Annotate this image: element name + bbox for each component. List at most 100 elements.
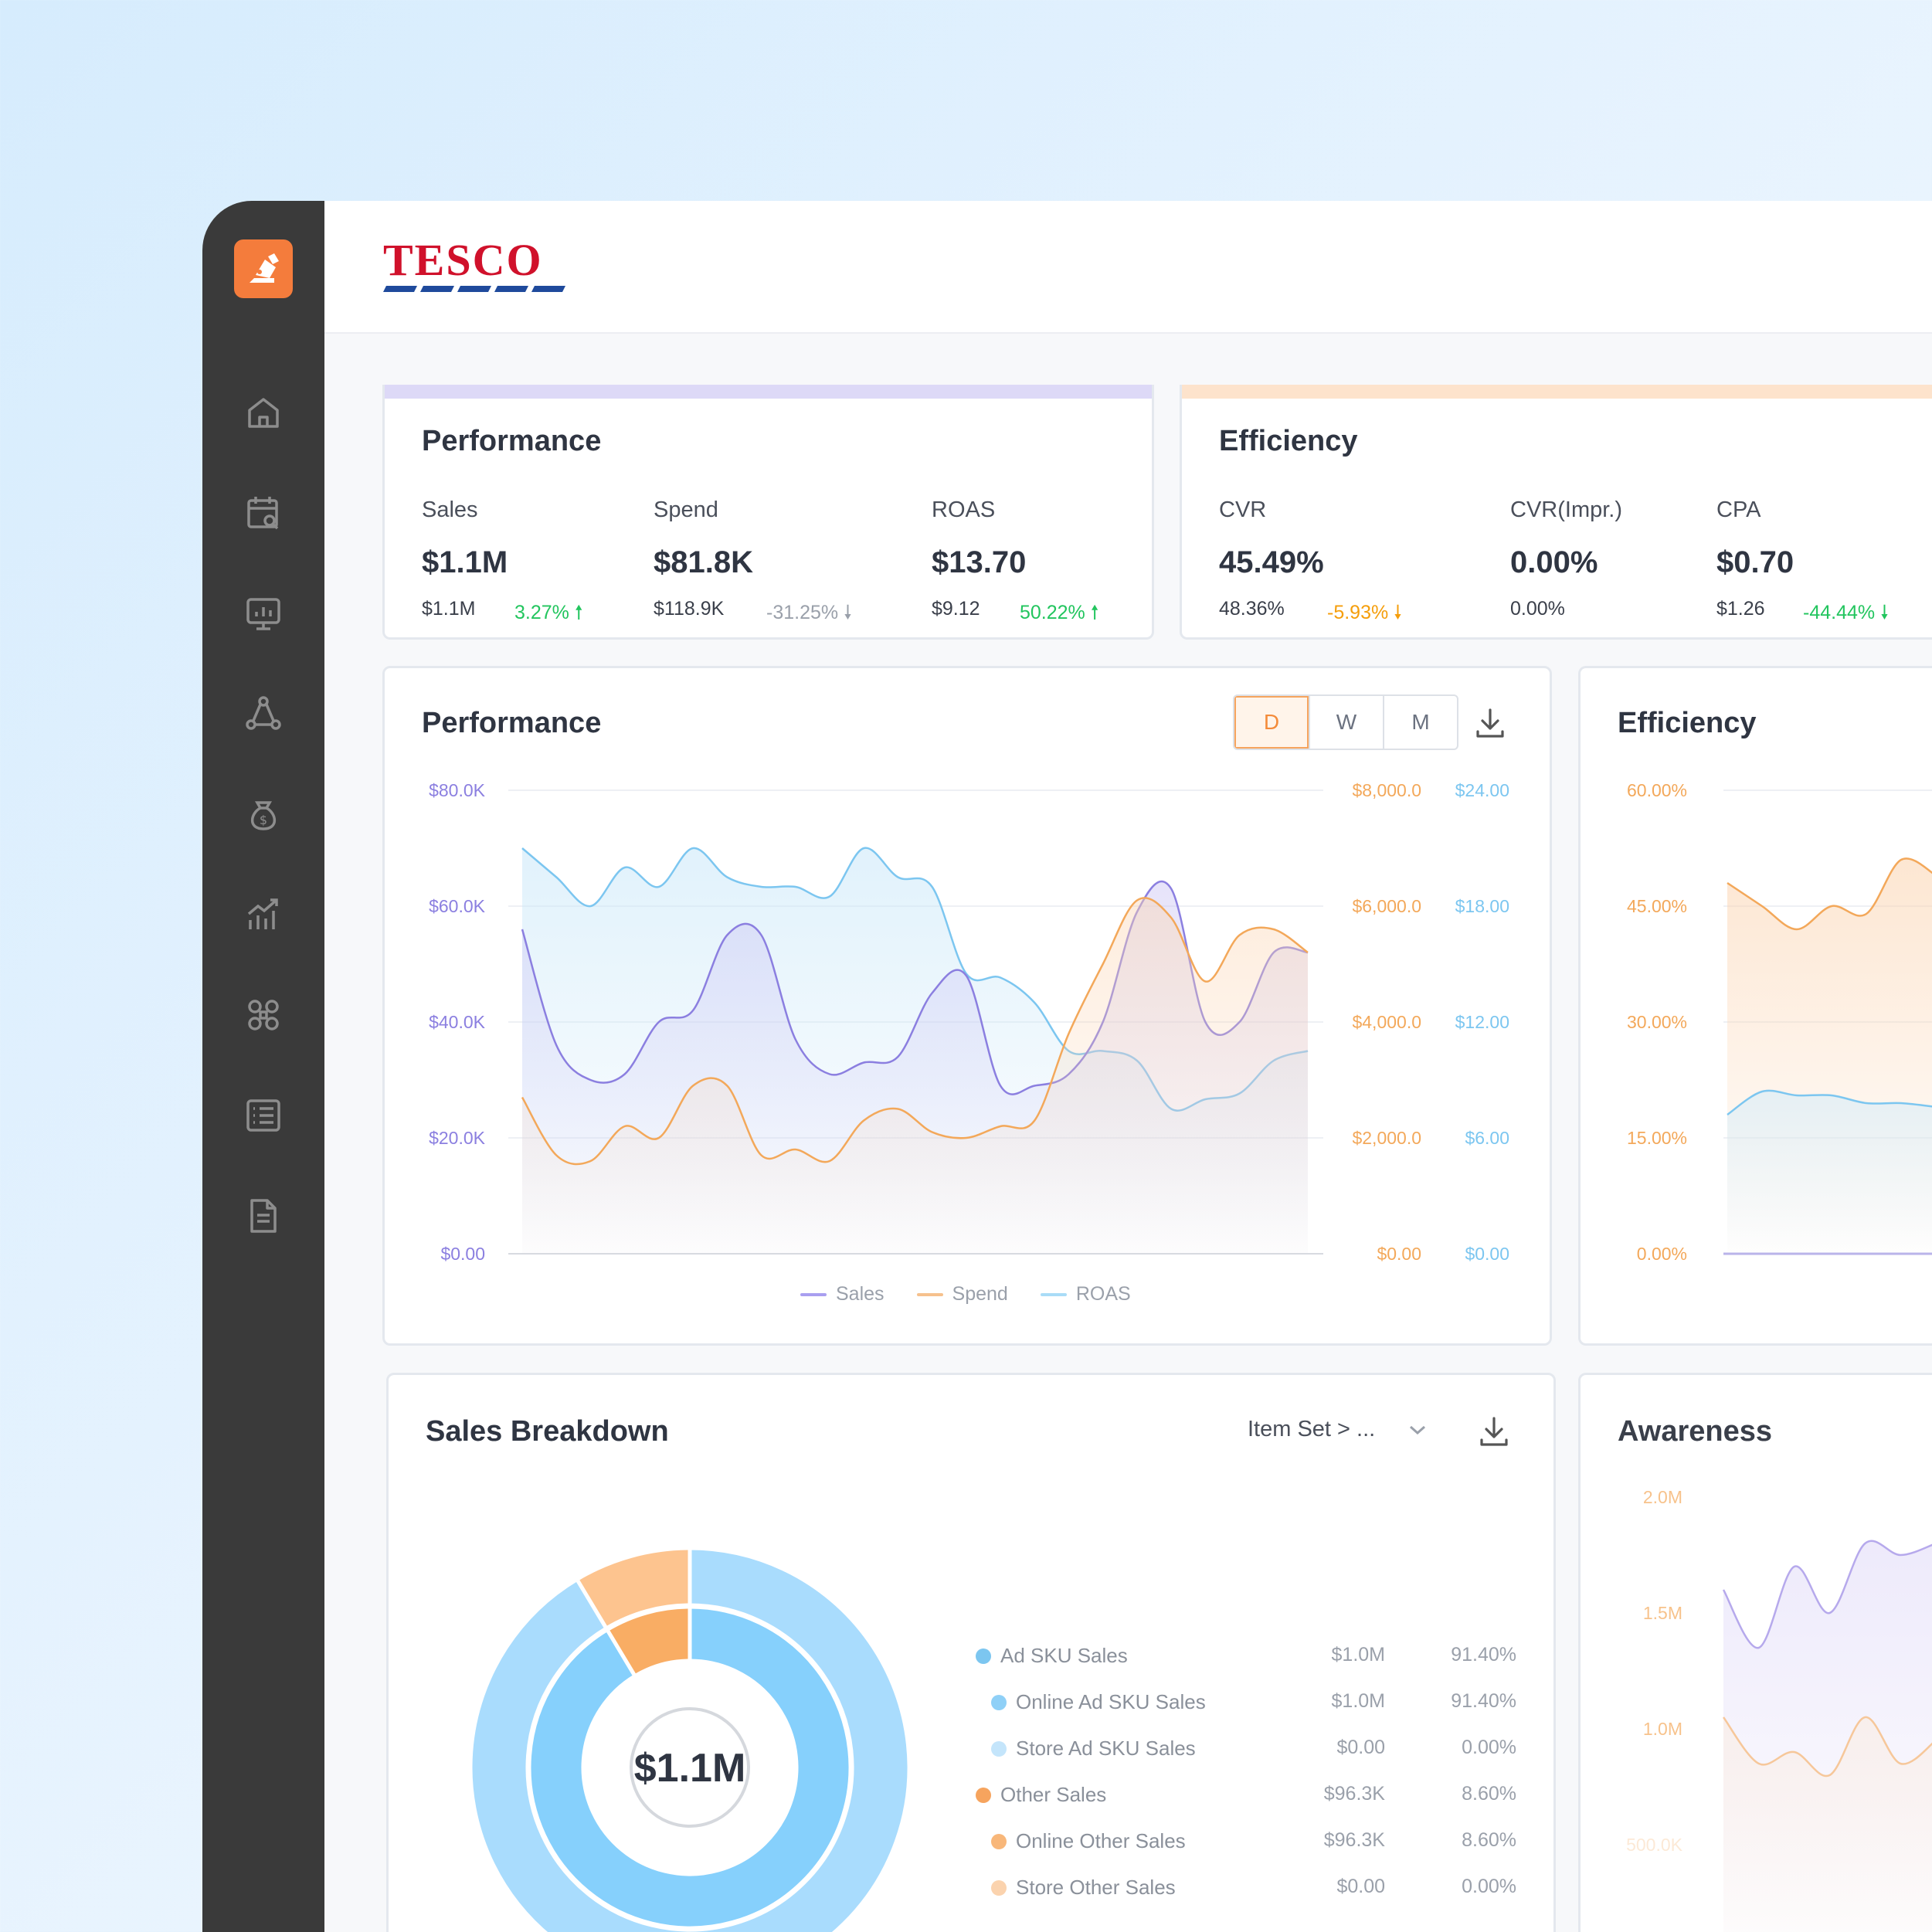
legend-sales-swatch — [800, 1292, 827, 1296]
download-icon[interactable] — [1471, 704, 1509, 742]
sales-line — [521, 880, 1309, 1095]
kpi-cvr-impr-value: 0.00% — [1510, 545, 1598, 579]
top-bar: TESCO — [324, 201, 1932, 334]
breakdown-row-value: $96.3K — [1323, 1829, 1385, 1851]
legend-roas-swatch — [1040, 1292, 1067, 1296]
y-right2-tick: $12.00 — [1455, 1012, 1509, 1032]
svg-text:TESCO: TESCO — [383, 235, 543, 285]
breakdown-row-label[interactable]: Online Ad SKU Sales — [1016, 1690, 1206, 1713]
legend-dot — [991, 1834, 1007, 1849]
inner-slice-1[interactable] — [604, 1604, 692, 1679]
breakdown-row-label[interactable]: Ad SKU Sales — [1000, 1644, 1128, 1667]
kpi-cvr-impr-label: CVR(Impr.) — [1510, 497, 1622, 522]
y-left-tick: $40.0K — [429, 1012, 486, 1032]
breakdown-row-percent: 0.00% — [1462, 1876, 1516, 1897]
inner-slice-0[interactable] — [527, 1604, 853, 1930]
cvr-impr-area — [1727, 1090, 1932, 1254]
granularity-day-button[interactable]: D — [1234, 696, 1309, 749]
donut-center-value: $1.1M — [634, 1746, 746, 1791]
legend-dot — [991, 1880, 1007, 1896]
y-right1-tick: $6,000.0 — [1352, 896, 1421, 916]
kpi-roas-delta: 50.22% 🠕 — [1020, 602, 1099, 623]
monitor-chart-icon[interactable] — [241, 591, 286, 636]
growth-chart-icon[interactable] — [241, 892, 286, 937]
breakdown-row-label[interactable]: Online Other Sales — [1016, 1829, 1186, 1852]
y-right1-tick: $8,000.0 — [1352, 780, 1421, 800]
legend-dot — [991, 1741, 1007, 1757]
kpi-cvr-prev: 48.36% — [1219, 598, 1285, 620]
granularity-month-button[interactable]: M — [1383, 696, 1457, 749]
kpi-sales-prev: $1.1M — [422, 598, 476, 620]
money-bag-icon[interactable]: $ — [241, 792, 286, 837]
eff-y-tick: 15.00% — [1627, 1128, 1687, 1148]
item-set-dropdown-label: Item Set > ... — [1248, 1417, 1376, 1441]
breakdown-row-value: $96.3K — [1323, 1783, 1385, 1805]
kpi-performance-title: Performance — [422, 425, 602, 457]
awareness-a-line — [1722, 1540, 1932, 1649]
kpi-performance-card: Performance Sales $1.1M $1.1M 3.27% 🠕 Sp… — [382, 385, 1154, 640]
download-icon[interactable] — [1475, 1412, 1513, 1451]
breakdown-row-value: $0.00 — [1336, 1737, 1385, 1758]
list-icon[interactable] — [241, 1093, 286, 1138]
donut-center — [630, 1707, 750, 1828]
app-logo-icon[interactable] — [234, 239, 293, 298]
network-icon[interactable] — [241, 691, 286, 736]
awareness-chart-title: Awareness — [1618, 1415, 1772, 1448]
kpi-cpa-delta: -44.44% 🠗 — [1803, 602, 1889, 623]
breakdown-row-percent: 8.60% — [1462, 1783, 1516, 1805]
eff-y-tick: 60.00% — [1627, 780, 1687, 800]
kpi-spend-label: Spend — [654, 497, 718, 522]
kpi-sales-value: $1.1M — [422, 545, 508, 579]
awareness-b-area — [1723, 1716, 1932, 1932]
efficiency-chart-title: Efficiency — [1618, 707, 1757, 739]
home-icon[interactable] — [241, 390, 286, 435]
document-icon[interactable] — [241, 1193, 286, 1238]
spend-line — [521, 897, 1309, 1166]
granularity-toggle: D W M — [1233, 694, 1458, 750]
arrow-down-icon: 🠗 — [844, 602, 852, 623]
legend-dot — [976, 1788, 991, 1803]
y-left-tick: $20.0K — [429, 1128, 486, 1148]
awareness-b-line — [1722, 1716, 1932, 1778]
y-right2-tick: $18.00 — [1455, 896, 1509, 916]
y-right1-tick: $0.00 — [1377, 1244, 1421, 1264]
performance-chart: $80.0K $8,000.0 $24.00 $60.0K $6,000.0 $18.00… — [429, 780, 1509, 1264]
item-set-dropdown[interactable]: Item Set > ... — [1248, 1417, 1428, 1443]
kpi-cpa-value: $0.70 — [1716, 545, 1794, 579]
legend-spend-swatch — [916, 1292, 943, 1296]
kpi-spend-prev: $118.9K — [654, 598, 725, 620]
calendar-search-icon[interactable] — [241, 491, 286, 535]
awareness-chart: 2.0M 1.5M 1.0M 500.0K — [1626, 1487, 1932, 1932]
performance-chart-title: Performance — [422, 707, 602, 739]
awareness-chart-card: Awareness 2.0M 1.5M 1.0M 500.0K — [1578, 1373, 1932, 1932]
spend-area — [522, 898, 1308, 1254]
breakdown-row-label[interactable]: Store Other Sales — [1016, 1876, 1176, 1899]
breakdown-row-value: $0.00 — [1336, 1876, 1385, 1897]
kpi-spend-delta: -31.25% 🠗 — [766, 602, 852, 623]
legend-sales[interactable]: Sales — [836, 1283, 885, 1305]
breakdown-row-percent: 0.00% — [1462, 1737, 1516, 1758]
aw-y-tick: 2.0M — [1643, 1487, 1682, 1507]
legend-dot — [991, 1695, 1007, 1710]
performance-chart-card: Performance D W M $80.0K $8,000.0 $24.00 $6… — [382, 666, 1552, 1346]
apps-command-icon[interactable] — [241, 993, 286, 1037]
kpi-cvr-impr-prev: 0.00% — [1510, 598, 1565, 620]
sales-breakdown-title: Sales Breakdown — [426, 1415, 669, 1448]
y-left-tick: $0.00 — [440, 1244, 485, 1264]
kpi-band-efficiency — [1182, 385, 1932, 399]
breakdown-row-label[interactable]: Other Sales — [1000, 1783, 1107, 1806]
eff-y-tick: 0.00% — [1637, 1244, 1687, 1264]
sales-breakdown-donut: $1.1M — [468, 1546, 912, 1932]
breakdown-row-label[interactable]: Store Ad SKU Sales — [1016, 1737, 1196, 1760]
kpi-cvr-label: CVR — [1219, 497, 1267, 522]
legend-roas[interactable]: ROAS — [1075, 1283, 1131, 1305]
svg-text:$: $ — [260, 813, 267, 827]
legend-spend[interactable]: Spend — [952, 1283, 1008, 1305]
cvr-line — [1727, 857, 1932, 931]
y-right2-tick: $0.00 — [1465, 1244, 1509, 1264]
granularity-week-button[interactable]: W — [1309, 696, 1383, 749]
legend-dot — [976, 1648, 991, 1664]
eff-y-tick: 30.00% — [1627, 1012, 1687, 1032]
breakdown-row-value: $1.0M — [1331, 1690, 1385, 1712]
